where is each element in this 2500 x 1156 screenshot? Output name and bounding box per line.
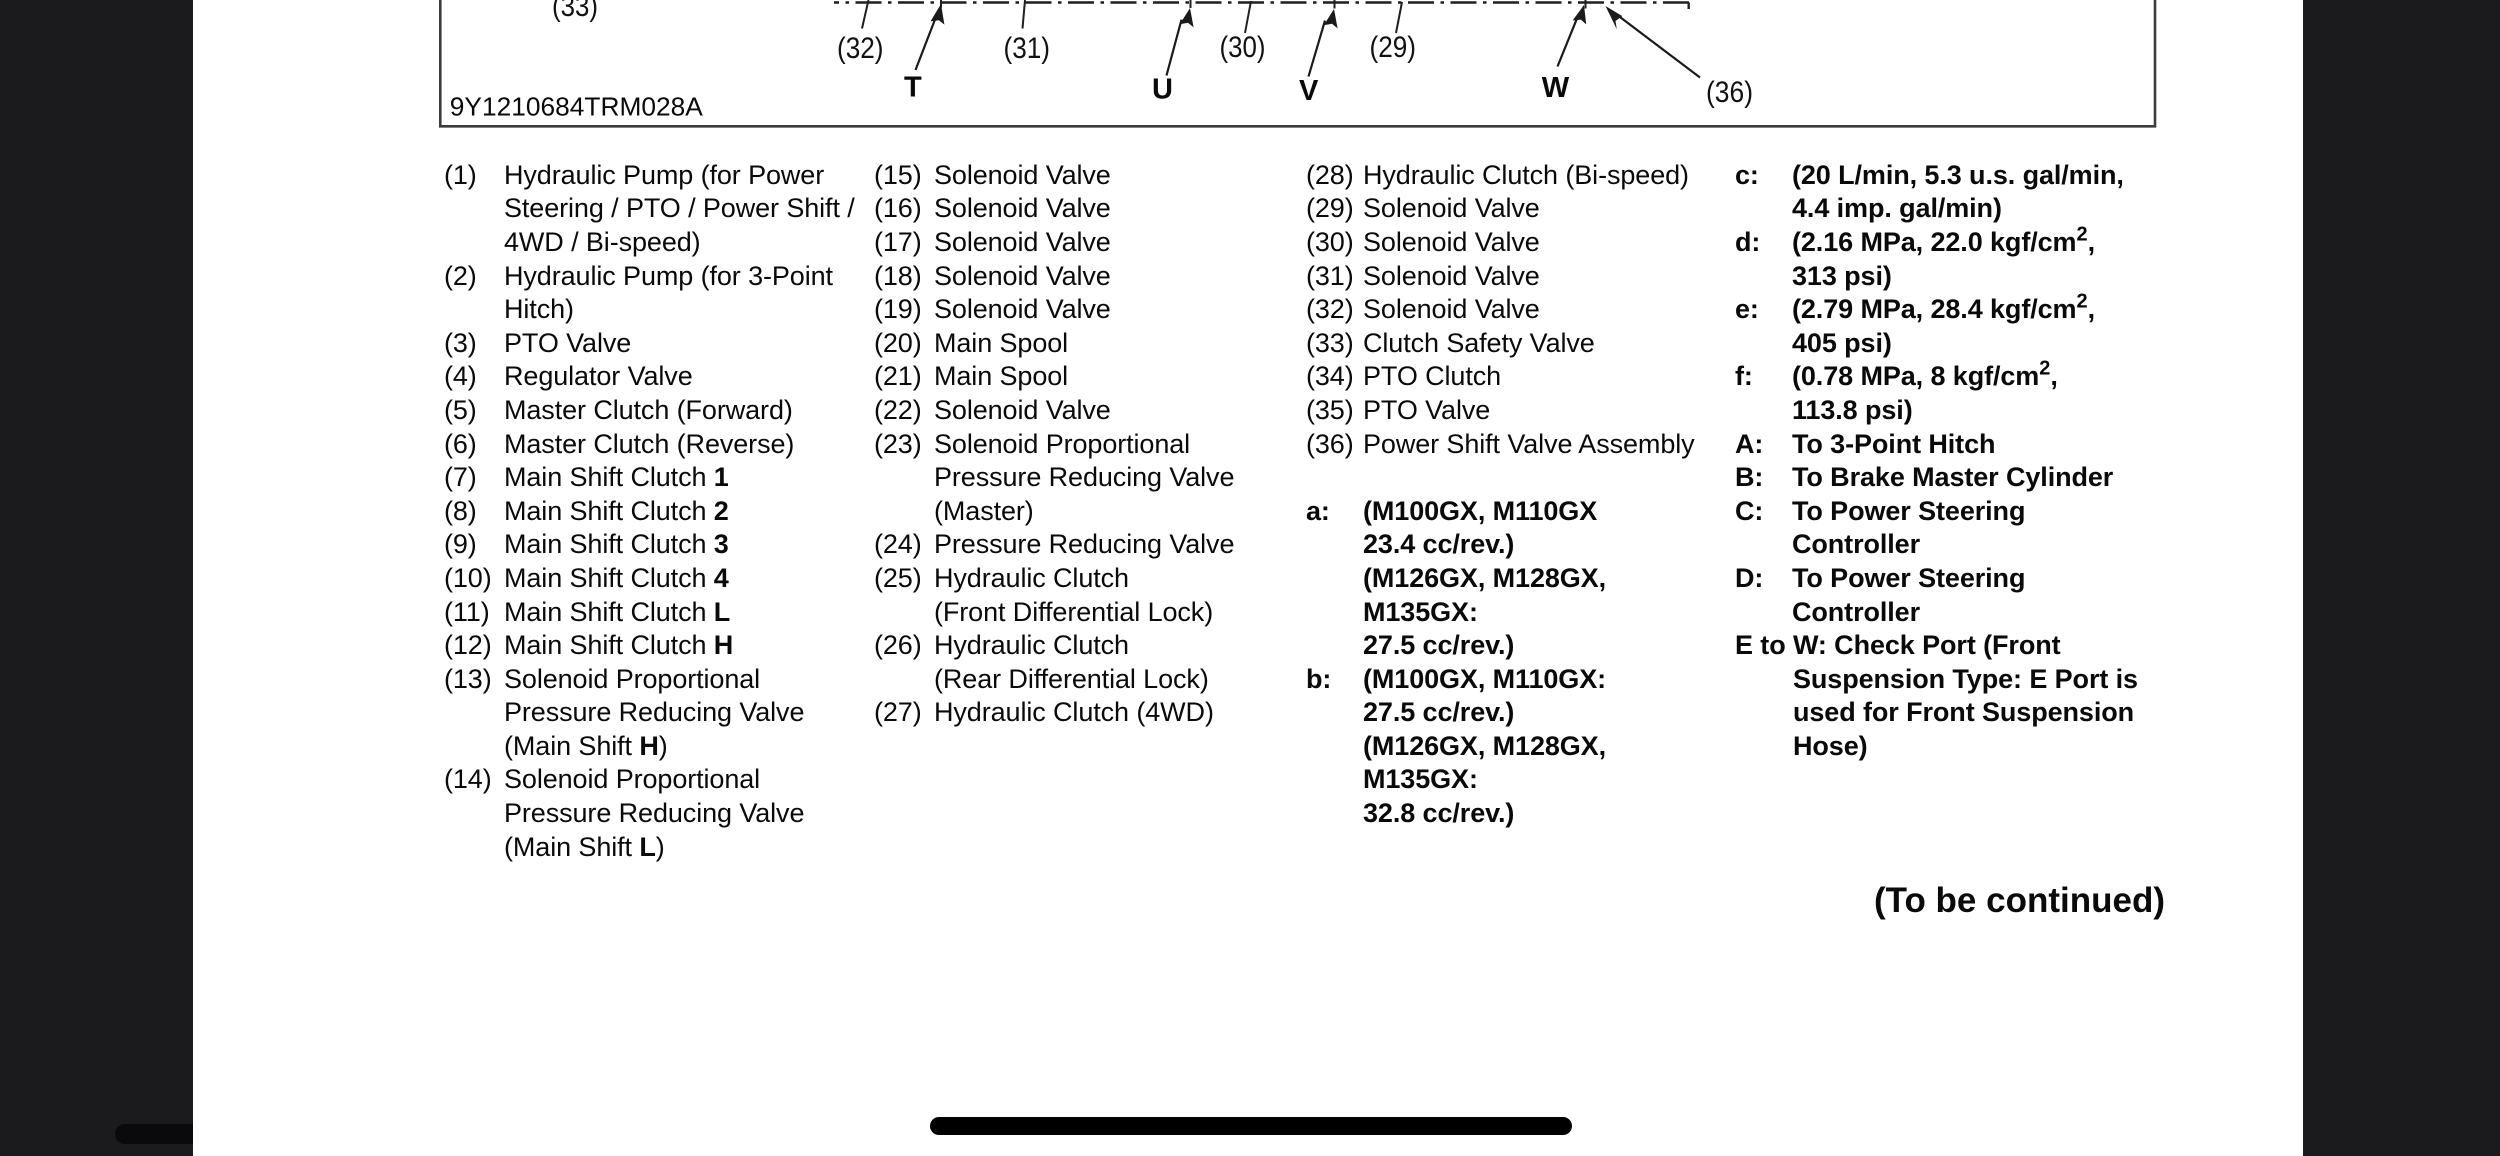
svg-text:(30): (30) [1220, 31, 1266, 64]
svg-text:(31): (31) [1004, 32, 1051, 65]
svg-text:(29): (29) [1370, 31, 1417, 64]
svg-text:(33): (33) [552, 0, 598, 23]
svg-text:(32): (32) [837, 32, 884, 65]
svg-text:V: V [1299, 75, 1319, 107]
svg-text:(36): (36) [1706, 76, 1753, 109]
svg-text:W: W [1542, 72, 1570, 104]
svg-text:T: T [904, 72, 922, 104]
svg-text:9Y1210684TRM028A: 9Y1210684TRM028A [450, 92, 704, 122]
svg-text:U: U [1152, 74, 1173, 106]
